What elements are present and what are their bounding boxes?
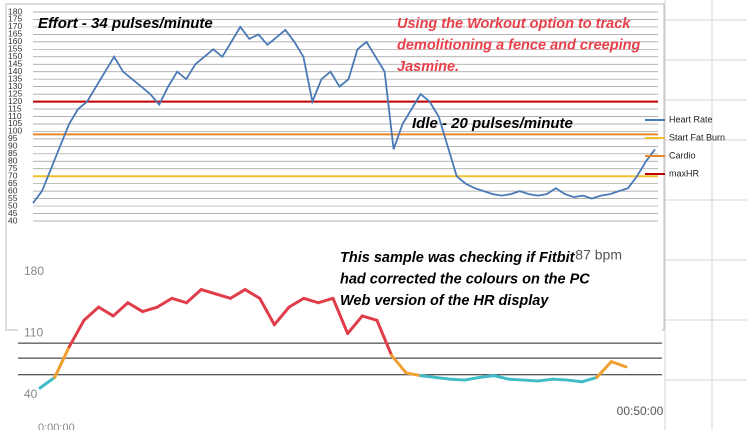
hr-segment <box>82 305 101 322</box>
legend-label: Cardio <box>669 150 696 160</box>
hr-segment <box>67 318 86 349</box>
y-tick-label: 180 <box>8 6 22 16</box>
hr-segment <box>185 288 203 305</box>
hr-segment <box>360 314 379 322</box>
hr-segment <box>346 314 364 335</box>
legend-label: Heart Rate <box>669 114 713 124</box>
hr-segment <box>492 374 511 381</box>
hr-segment <box>580 375 599 384</box>
y-tick-label: 45 <box>8 208 18 218</box>
y-tick-label: 160 <box>8 36 22 46</box>
y-tick-label: 90 <box>8 141 18 151</box>
y-tick-label: 145 <box>8 59 22 69</box>
hr-segment <box>316 296 335 305</box>
hr-segment <box>521 378 540 383</box>
y-tick-label: 60 <box>8 185 18 195</box>
hr-segment <box>302 296 320 305</box>
y-tick-label: 40 <box>24 387 38 401</box>
annotation: Effort - 34 pulses/minute <box>38 15 213 32</box>
hr-segment <box>463 375 481 382</box>
hr-segment <box>199 288 218 296</box>
hr-segment <box>97 305 115 318</box>
x-label: 0:00:00 <box>38 422 75 430</box>
y-tick-label: 150 <box>8 51 22 61</box>
hr-segment <box>331 296 350 335</box>
current-bpm: 87 bpm <box>575 247 622 263</box>
hr-segment <box>390 353 408 375</box>
hr-segment <box>141 305 159 314</box>
panel <box>18 238 662 430</box>
hr-segment <box>536 377 555 383</box>
y-tick-label: 65 <box>8 178 18 188</box>
hr-segment <box>565 378 584 384</box>
hr-segment <box>170 296 188 305</box>
hr-segment <box>258 296 276 327</box>
y-tick-label: 105 <box>8 118 22 128</box>
hr-segment <box>448 377 467 382</box>
y-tick-label: 75 <box>8 163 18 173</box>
legend-label: maxHR <box>669 168 700 178</box>
annotation: Idle - 20 pulses/minute <box>412 115 573 132</box>
y-tick-label: 130 <box>8 81 22 91</box>
annotation: This sample was checking if Fitbit <box>340 250 576 266</box>
hr-segment <box>478 374 496 379</box>
y-tick-label: 120 <box>8 96 22 106</box>
y-tick-label: 40 <box>8 215 18 225</box>
annotation: had corrected the colours on the PC <box>340 271 590 287</box>
y-tick-label: 165 <box>8 29 22 39</box>
hr-segment <box>419 374 438 379</box>
y-tick-label: 70 <box>8 170 18 180</box>
hr-segment <box>111 301 130 318</box>
annotation: Web version of the HR display <box>340 293 549 309</box>
y-tick-label: 80 <box>8 156 18 166</box>
y-tick-label: 110 <box>8 111 22 121</box>
sheet-grid <box>664 0 747 430</box>
annotation: demolitioning a fence and creeping <box>397 37 640 53</box>
y-tick-label: 170 <box>8 21 22 31</box>
hr-segment <box>609 360 628 369</box>
y-tick-label: 140 <box>8 66 22 76</box>
y-tick-label: 100 <box>8 126 22 136</box>
annotation: Jasmine. <box>397 59 459 75</box>
legend-label: Start Fat Burn <box>669 132 725 142</box>
y-tick-label: 55 <box>8 193 18 203</box>
y-tick-label: 125 <box>8 88 22 98</box>
annotation: Using the Workout option to track <box>397 16 631 32</box>
hr-segment <box>155 296 174 309</box>
y-tick-label: 50 <box>8 200 18 210</box>
hr-segment <box>272 305 291 327</box>
hr-segment <box>214 292 232 300</box>
hr-segment <box>404 371 423 378</box>
hr-segment <box>507 377 525 382</box>
y-tick-label: 155 <box>8 44 22 54</box>
x-label: 00:50:00 <box>617 404 664 418</box>
hr-segment <box>595 360 613 379</box>
hr-segment <box>228 288 247 300</box>
hr-segment <box>375 318 394 357</box>
heart-rate-line <box>32 25 656 204</box>
y-tick-label: 175 <box>8 14 22 24</box>
hr-segment <box>38 375 57 390</box>
y-tick-label: 95 <box>8 133 18 143</box>
hr-segment <box>551 377 569 382</box>
y-tick-label: 110 <box>24 326 43 340</box>
hr-segment <box>53 345 71 379</box>
hr-segment <box>243 288 262 300</box>
y-tick-label: 85 <box>8 148 18 158</box>
y-tick-label: 115 <box>8 103 22 113</box>
hr-segment <box>434 375 452 381</box>
hr-segment <box>287 296 306 309</box>
y-tick-label: 135 <box>8 73 22 83</box>
y-tick-label: 180 <box>24 264 44 278</box>
hr-segment <box>126 301 145 314</box>
